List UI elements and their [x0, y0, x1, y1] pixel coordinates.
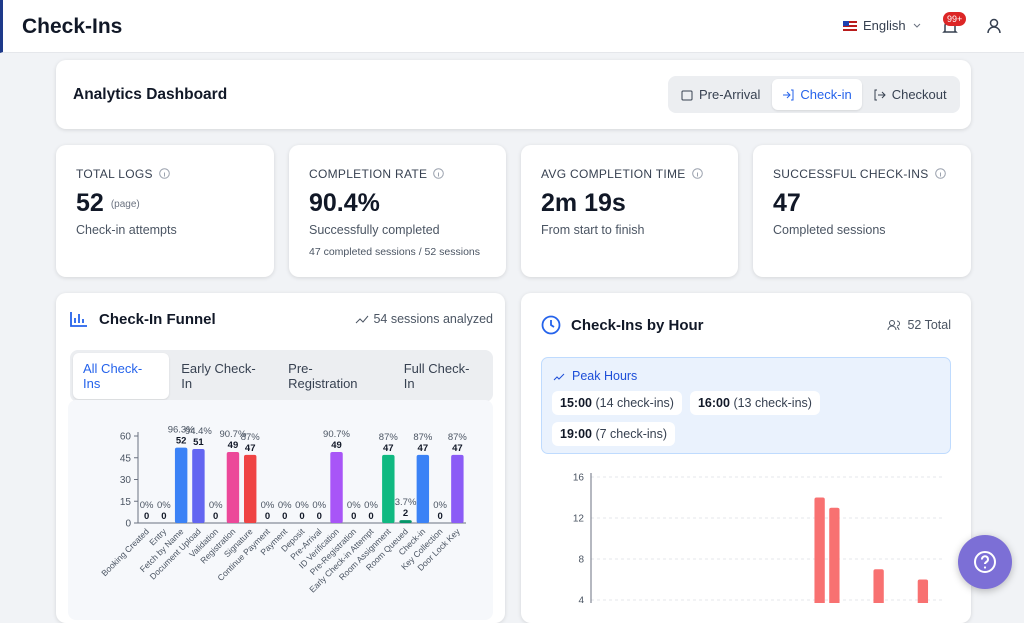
peak-time: 15:00 [560, 396, 592, 410]
help-icon [974, 551, 996, 573]
info-ring [691, 168, 703, 179]
funnel-card: Check-In Funnel 54 sessions analyzed All… [56, 293, 505, 623]
peak-title: Peak Hours [572, 369, 638, 383]
tab-label: Pre-Arrival [699, 87, 761, 102]
stat-value: 2m 19s [541, 189, 626, 218]
tab[interactable]: Pre-Arrival [671, 79, 770, 110]
stat-value: 52 (page) [76, 189, 140, 218]
stat-value-text: 2m 19s [541, 189, 626, 217]
clock-icon [541, 315, 561, 335]
total-info: 52 Total [887, 318, 951, 332]
filter[interactable]: All Check-Ins [73, 353, 170, 399]
stat-detail: 47 completed sessions / 52 sessions [309, 246, 481, 258]
peak-box: Peak Hours 15:00 (14 check-ins) 16:00 (13… [541, 357, 951, 454]
stat-value: 90.4% [309, 189, 380, 218]
stat-label-text: AVG COMPLETION TIME [541, 167, 686, 181]
dashboard-bar: Analytics Dashboard Pre-Arrival Check-in… [56, 60, 971, 129]
chart-icon [70, 312, 87, 327]
peak-count: (7 check-ins) [595, 427, 668, 441]
hourly-title: Check-Ins by Hour [571, 317, 704, 334]
peak-list: 15:00 (14 check-ins) 16:00 (13 check-ins)… [552, 391, 842, 446]
info-icon [159, 168, 170, 179]
language: English [863, 18, 906, 33]
flag-icon [843, 20, 857, 31]
stat-caption: Check-in attempts [76, 223, 177, 237]
chevron [913, 23, 920, 28]
trend-icon [553, 373, 565, 380]
stat-card: COMPLETION RATE 90.4% Successfully complet… [289, 145, 506, 277]
page-title: Check-Ins [22, 15, 123, 38]
stat-caption: Completed sessions [773, 223, 886, 237]
funnel-title: Check-In Funnel [99, 311, 216, 328]
stat-value-text: 47 [773, 189, 801, 217]
peak-heading: Peak Hours [553, 369, 637, 383]
stat-card: SUCCESSFUL CHECK-INS 47 Completed sessions [753, 145, 971, 277]
dashboard-title: Analytics Dashboard [73, 86, 228, 103]
trend-icon [356, 315, 369, 324]
stat-label-text: COMPLETION RATE [309, 167, 428, 181]
tab-label: Checkout [891, 87, 947, 102]
help-button[interactable] [958, 535, 1012, 589]
mode-tabs: Pre-Arrival Check-in Checkout [668, 76, 960, 113]
stat-value: 47 [773, 189, 801, 218]
stat-card: TOTAL LOGS 52 (page) Check-in attempts [56, 145, 274, 277]
stat-card: AVG COMPLETION TIME 2m 19s From start to f… [521, 145, 738, 277]
hourly-card: Check-Ins by Hour 52 Total Peak Hours 15… [521, 293, 971, 623]
stat-label: AVG COMPLETION TIME [541, 167, 703, 181]
user-icon[interactable] [985, 17, 1003, 35]
chart-area [68, 400, 493, 620]
language-select[interactable]: English [843, 18, 922, 33]
login-icon [783, 89, 794, 100]
stat-label: SUCCESSFUL CHECK-INS [773, 167, 946, 181]
users-icon [887, 320, 901, 331]
stat-note: (page) [110, 199, 140, 210]
notification-badge: 99+ [943, 12, 967, 26]
stat-value-text: 90.4% [309, 189, 380, 217]
filter-tabs: All Check-Ins Early Check-In Pre-Registr… [70, 350, 493, 402]
info-ring [159, 168, 170, 179]
logout-icon [874, 89, 886, 100]
total-text: 52 Total [907, 318, 951, 332]
stat-label: COMPLETION RATE [309, 167, 445, 181]
stat-value-text: 52 [76, 189, 104, 217]
tab[interactable]: Checkout [864, 79, 957, 110]
info-ring [934, 168, 946, 179]
filter[interactable]: Pre-Registration [288, 361, 358, 391]
peak-count: (14 check-ins) [595, 396, 674, 410]
stat-label-text: SUCCESSFUL CHECK-INS [773, 167, 929, 181]
info-ring [433, 168, 445, 179]
peak-count: (13 check-ins) [733, 396, 812, 410]
info-icon [691, 168, 703, 179]
peak-chip: 19:00 (7 check-ins) [552, 422, 676, 446]
tab[interactable]: Check-in [772, 79, 862, 110]
peak-chip: 16:00 (13 check-ins) [689, 391, 820, 415]
peak-time: 19:00 [560, 427, 592, 441]
filter[interactable]: Full Check-In [403, 361, 470, 391]
sessions-info: 54 sessions analyzed [355, 312, 493, 326]
stat-label: TOTAL LOGS [76, 167, 170, 181]
stat-caption: From start to finish [541, 223, 645, 237]
info-icon [934, 168, 946, 179]
info-icon [433, 168, 445, 179]
filter[interactable]: Early Check-In [181, 361, 256, 391]
peak-chip: 15:00 (14 check-ins) [552, 391, 682, 415]
peak-time: 16:00 [697, 396, 730, 410]
header: Check-Ins English 99+ [0, 0, 1024, 53]
stat-caption: Successfully completed [309, 223, 440, 237]
tab-label: Check-in [800, 87, 852, 102]
stat-label-text: TOTAL LOGS [76, 167, 153, 181]
calendar-icon [681, 90, 693, 100]
sessions-text: 54 sessions analyzed [373, 312, 493, 326]
